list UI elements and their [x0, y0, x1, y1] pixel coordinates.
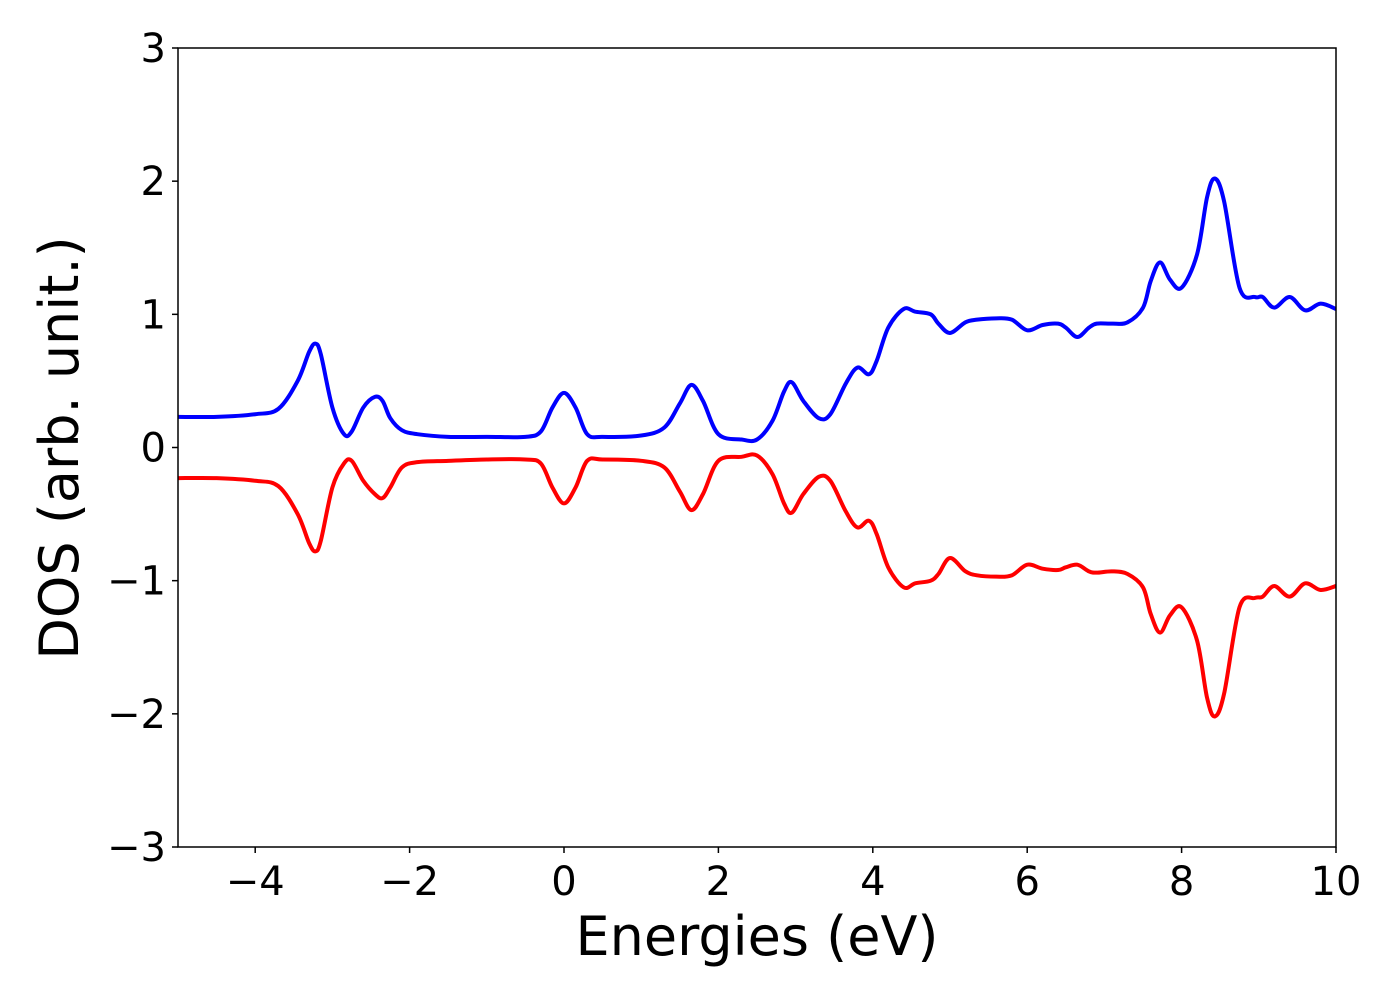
x-tick-label: 0: [551, 859, 576, 905]
x-tick-label: 6: [1014, 859, 1039, 905]
y-tick-label: 2: [141, 159, 166, 205]
y-tick-label: 3: [141, 26, 166, 72]
y-tick-label: −2: [107, 692, 166, 738]
x-tick-label: 2: [706, 859, 731, 905]
x-tick-label: 10: [1311, 859, 1362, 905]
series-line-lower: [178, 452, 1336, 719]
y-tick-label: −3: [107, 825, 166, 871]
plot-area: [178, 176, 1336, 719]
x-tick-label: 4: [860, 859, 885, 905]
series-line-upper: [178, 176, 1336, 444]
x-axis-title: Energies (eV): [576, 905, 939, 968]
x-tick-label: −4: [226, 859, 285, 905]
y-axis-title: DOS (arb. unit.): [28, 236, 91, 659]
y-tick-label: 0: [141, 426, 166, 472]
y-tick-label: 1: [141, 292, 166, 338]
x-tick-label: −2: [380, 859, 439, 905]
x-tick-label: 8: [1169, 859, 1194, 905]
plot-frame: [177, 47, 1337, 848]
y-tick-label: −1: [107, 559, 166, 605]
